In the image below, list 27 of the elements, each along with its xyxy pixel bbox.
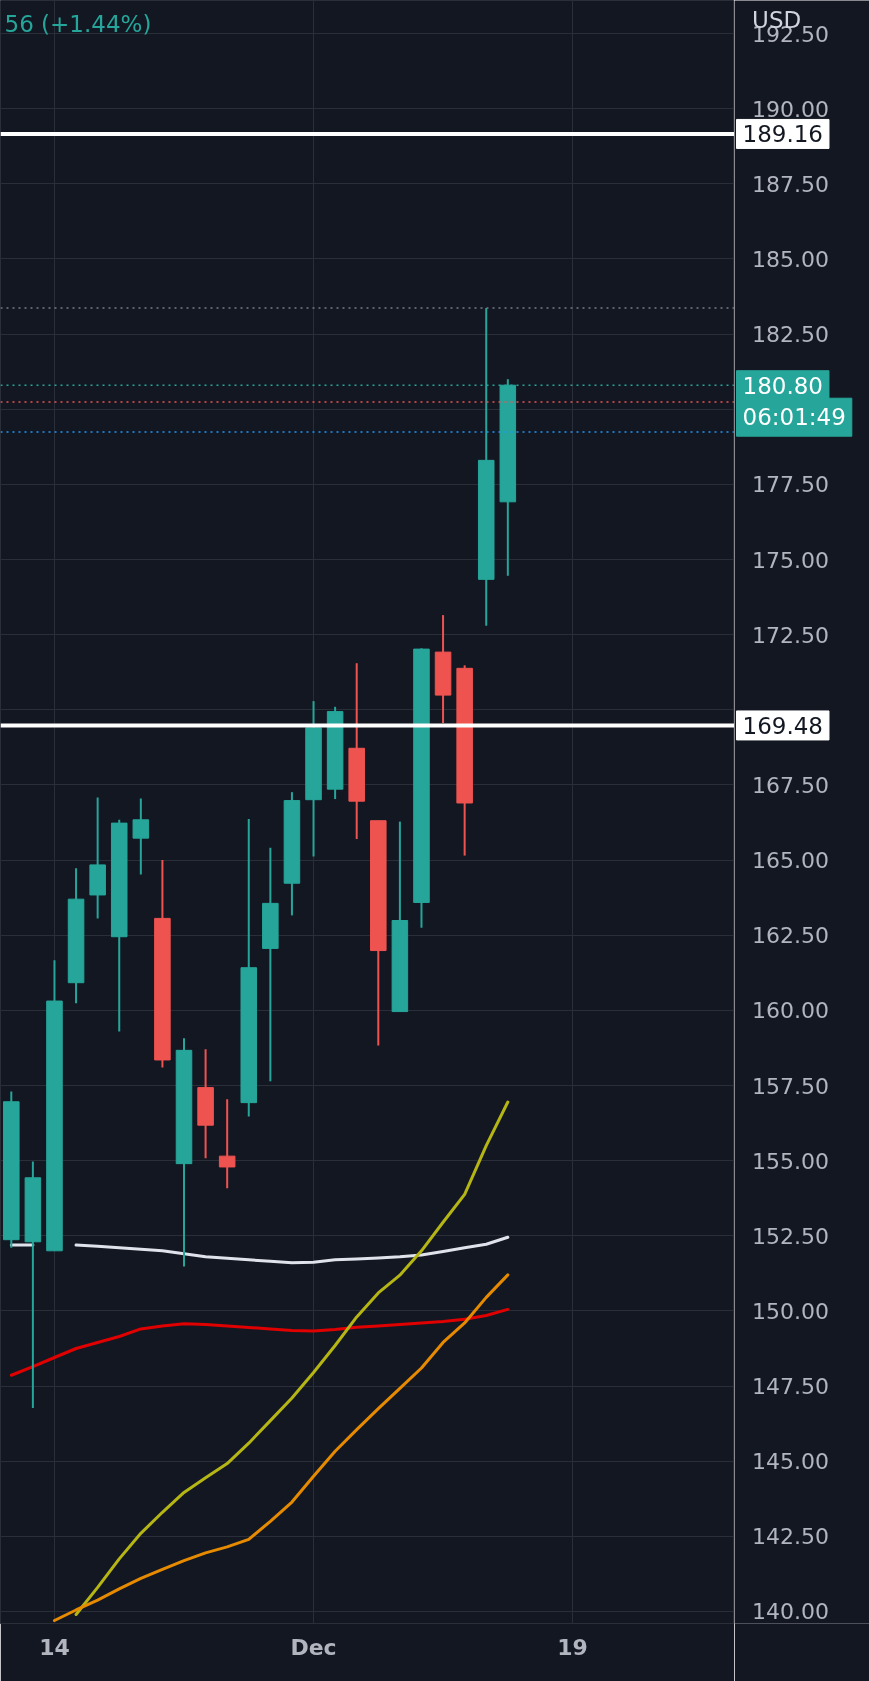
y-tick-label: 162.50 xyxy=(752,923,830,949)
x-tick-label: 14 xyxy=(39,1634,70,1660)
y-tick-label: 182.50 xyxy=(752,322,830,348)
y-tick-label: 145.00 xyxy=(752,1449,830,1475)
y-tick-label: 157.50 xyxy=(752,1073,830,1099)
y-tick-label: 142.50 xyxy=(752,1524,830,1550)
y-tick-label: 155.00 xyxy=(752,1148,830,1174)
y-tick-label: 175.00 xyxy=(752,547,830,573)
y-tick-label: 167.50 xyxy=(752,772,830,798)
ref-line-label: 189.16 xyxy=(742,121,823,148)
y-tick-label: 160.00 xyxy=(752,998,830,1024)
y-tick-label: 185.00 xyxy=(752,246,830,272)
x-tick-label: 19 xyxy=(557,1634,588,1660)
y-tick-label: 147.50 xyxy=(752,1374,830,1400)
y-tick-label: 165.00 xyxy=(752,848,830,874)
ref-line-label: 180.80 xyxy=(742,372,823,399)
y-tick-label: 150.00 xyxy=(752,1298,830,1324)
y-tick-label: 190.00 xyxy=(752,96,830,122)
y-tick-label: 187.50 xyxy=(752,171,830,197)
ref-line-label: 169.48 xyxy=(742,712,823,739)
y-tick-label: 152.50 xyxy=(752,1223,830,1249)
text: 06:01:49 xyxy=(742,404,846,431)
annotation: 56 (+1.44%) xyxy=(4,10,152,37)
x-tick-label: Dec xyxy=(290,1634,337,1660)
y-tick-label: 177.50 xyxy=(752,472,830,498)
y-tick-label: 172.50 xyxy=(752,622,830,648)
y-tick-label: 140.00 xyxy=(752,1599,830,1625)
